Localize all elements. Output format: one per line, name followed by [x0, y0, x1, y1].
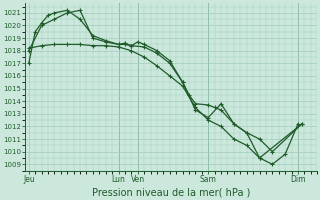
X-axis label: Pression niveau de la mer( hPa ): Pression niveau de la mer( hPa )	[92, 187, 250, 197]
